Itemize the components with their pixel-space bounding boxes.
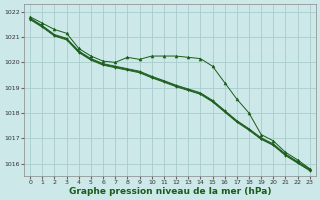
X-axis label: Graphe pression niveau de la mer (hPa): Graphe pression niveau de la mer (hPa) [69,187,271,196]
